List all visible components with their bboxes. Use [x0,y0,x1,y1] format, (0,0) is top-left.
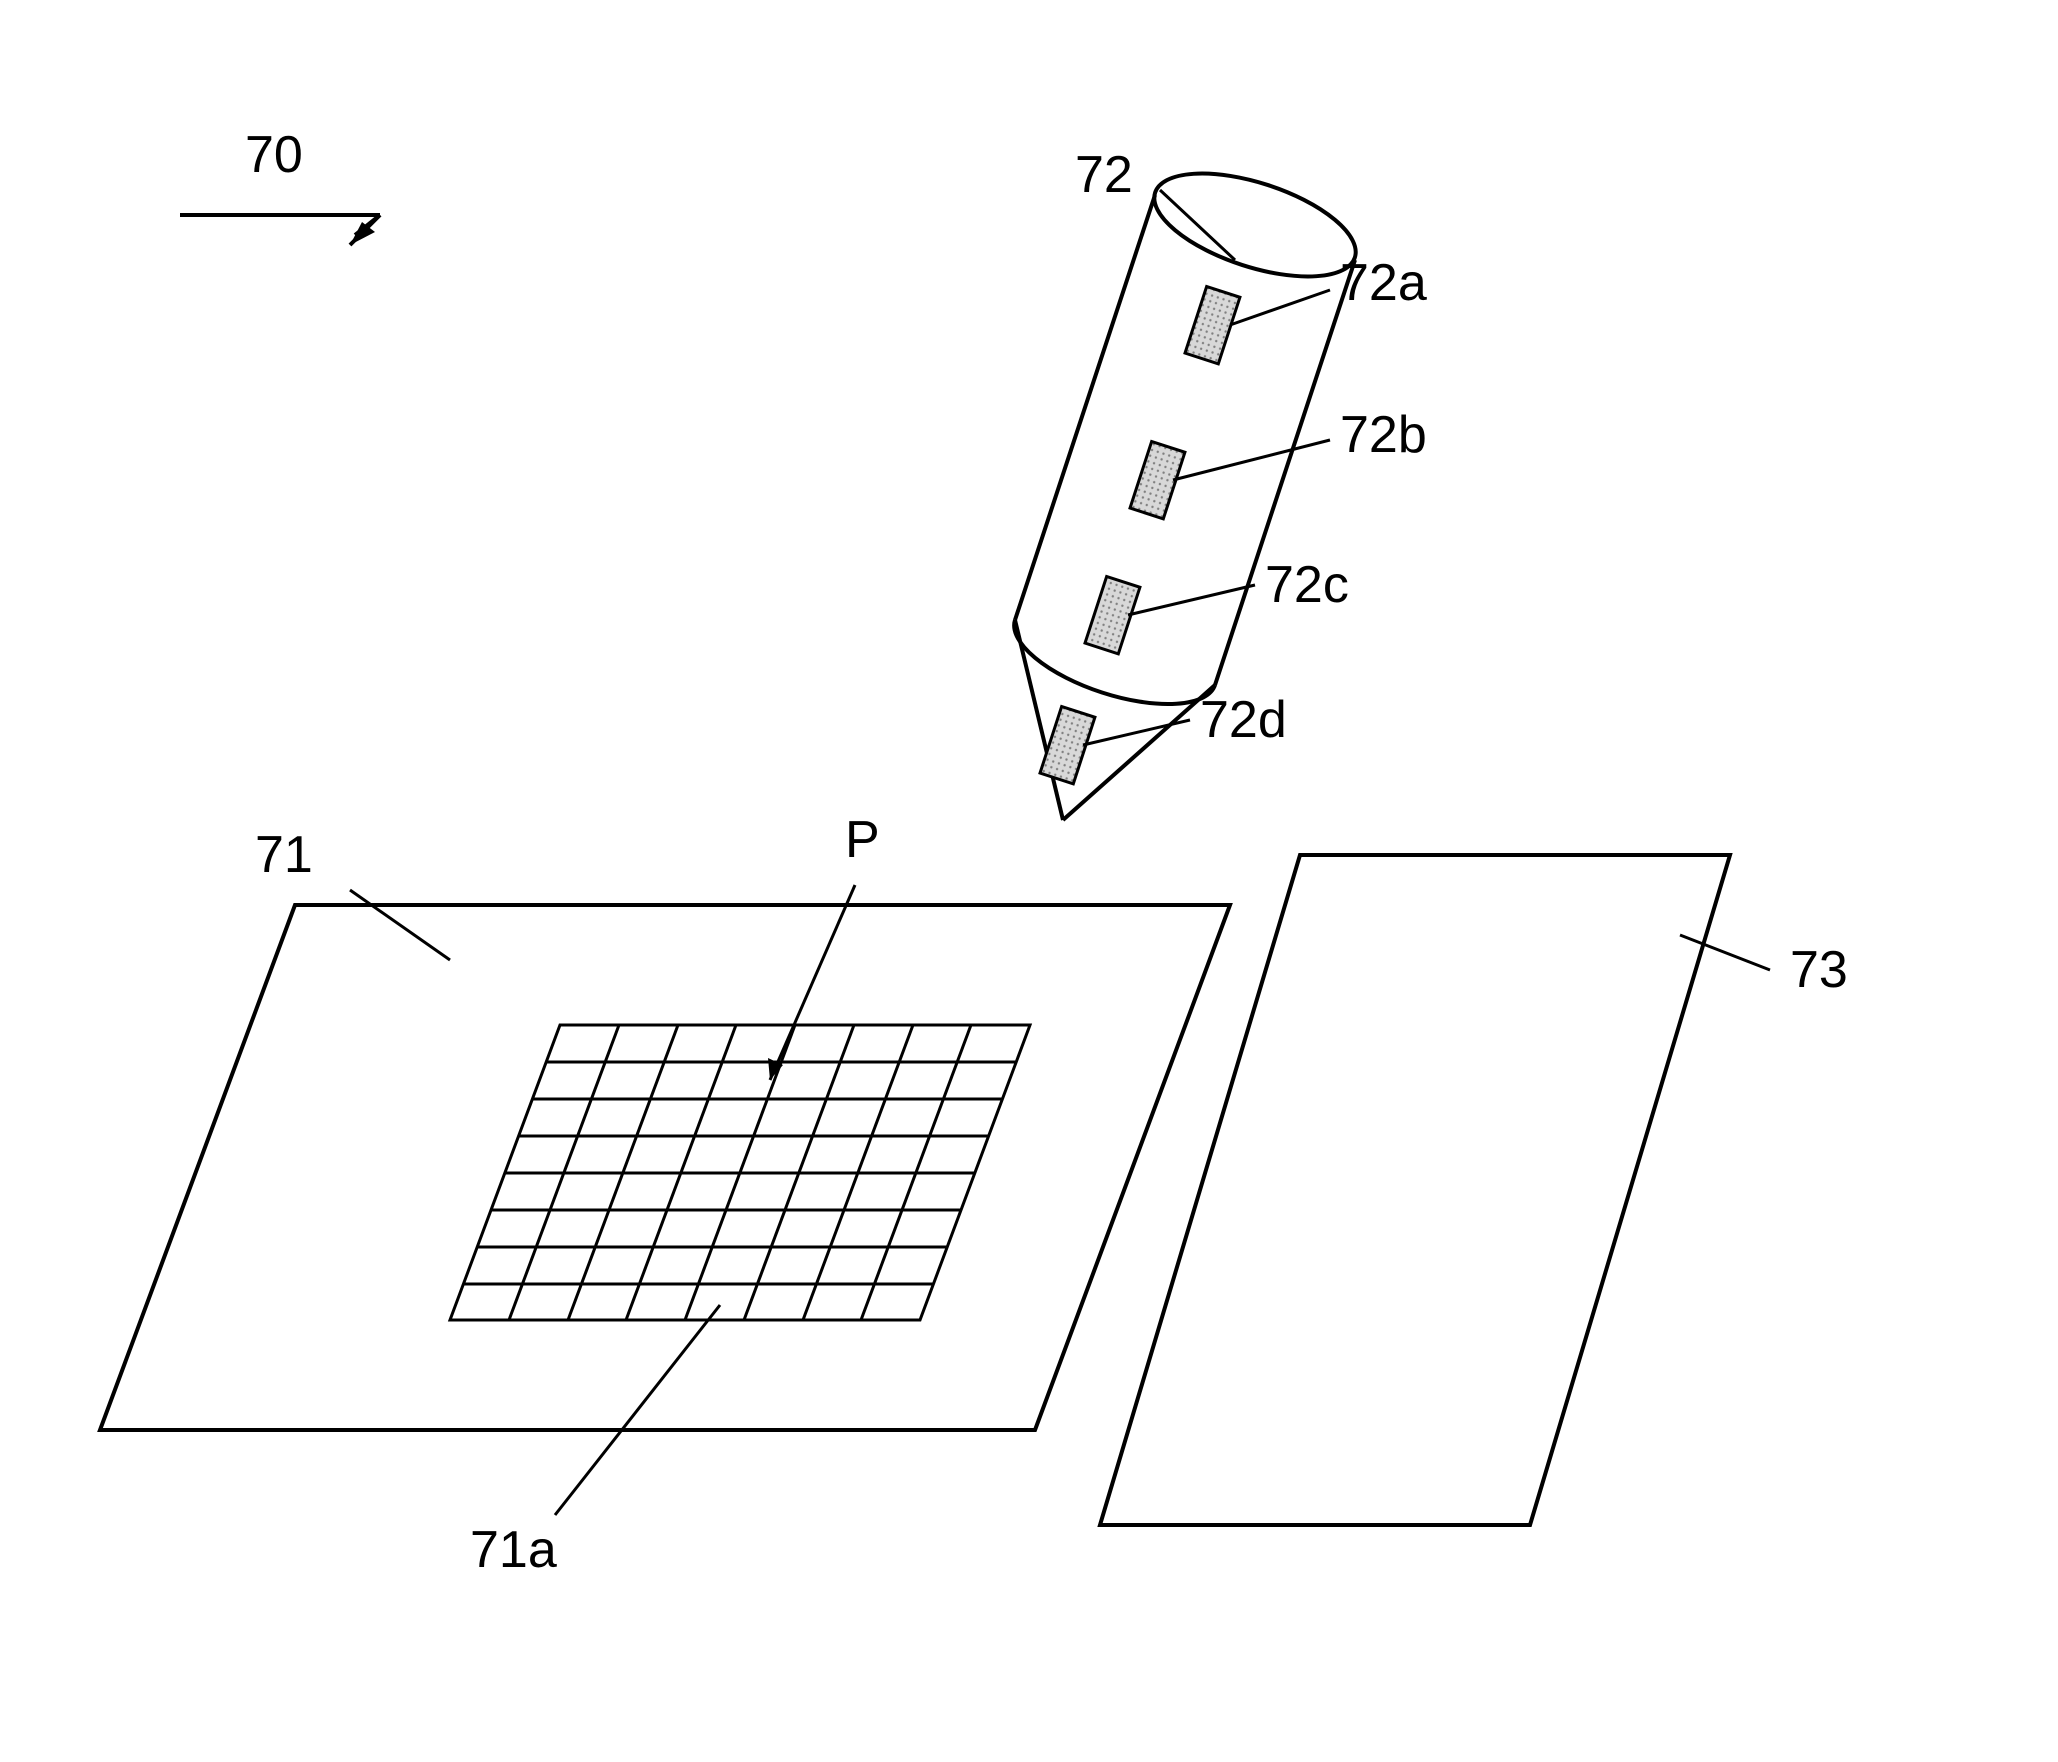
label-71: 71 [255,825,313,885]
label-72: 72 [1075,145,1133,205]
patent-diagram: 70 71 71a 72 72a 72b 72c 72d 73 P [0,0,2058,1757]
stylus [1014,153,1368,820]
grid-71a [450,1025,1030,1320]
leader-P [768,885,855,1080]
label-70: 70 [245,125,303,185]
leader-72d [1083,720,1190,745]
label-72a: 72a [1340,253,1427,313]
label-72c: 72c [1265,555,1349,615]
label-P: P [845,810,880,870]
leader-72c [1128,585,1255,615]
right-panel [1100,855,1730,1525]
leader-72a [1230,290,1330,325]
label-73: 73 [1790,940,1848,1000]
ref-70-arrow [180,215,380,245]
label-72d: 72d [1200,690,1287,750]
left-panel [100,905,1230,1430]
leader-71 [350,890,450,960]
label-72b: 72b [1340,405,1427,465]
leader-71a [555,1305,720,1515]
label-71a: 71a [470,1520,557,1580]
leader-73 [1680,935,1770,970]
leader-72b [1173,440,1330,480]
